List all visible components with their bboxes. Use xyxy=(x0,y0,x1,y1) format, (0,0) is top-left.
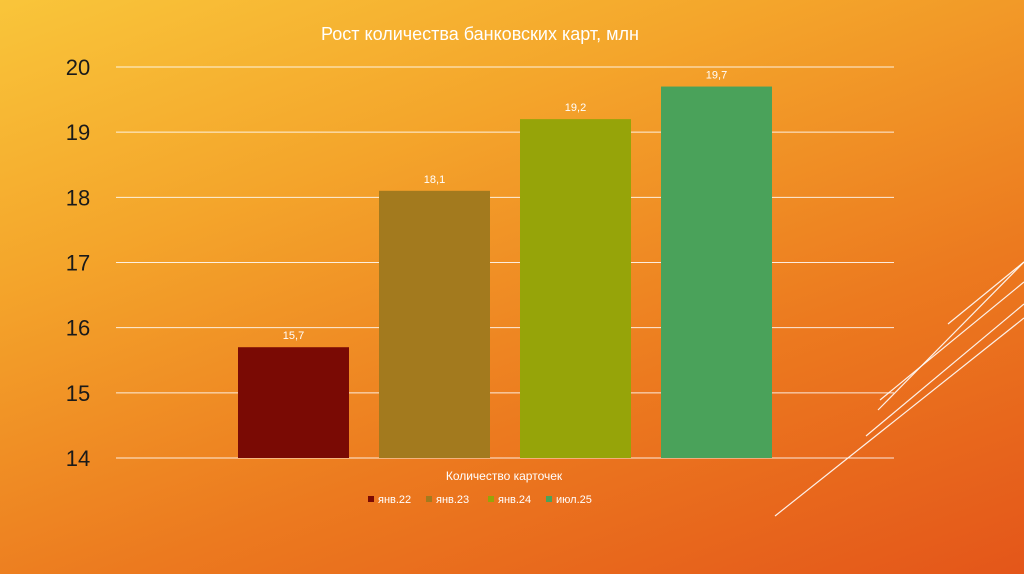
chart-title: Рост количества банковских карт, млн xyxy=(321,24,639,44)
legend: янв.22 янв.23 янв.24 июл.25 xyxy=(368,494,592,506)
data-labels: 15,7 18,1 19,2 19,7 xyxy=(283,70,727,343)
legend-swatch xyxy=(426,496,432,502)
data-label: 19,7 xyxy=(706,70,727,82)
y-tick-label: 19 xyxy=(66,120,90,145)
bar-янв.23 xyxy=(379,190,490,459)
legend-label: янв.23 xyxy=(436,494,469,506)
legend-swatch xyxy=(368,496,374,502)
legend-swatch xyxy=(488,496,494,502)
y-tick-label: 16 xyxy=(66,316,90,341)
legend-label: июл.25 xyxy=(556,494,592,506)
decorative-line xyxy=(879,281,1024,401)
decorative-lines xyxy=(774,261,1024,517)
y-tick-label: 17 xyxy=(66,251,90,276)
y-axis-ticks: 14 15 16 17 18 19 20 xyxy=(66,55,90,471)
y-tick-label: 15 xyxy=(66,381,90,406)
legend-label: янв.22 xyxy=(378,494,411,506)
legend-swatch xyxy=(546,496,552,502)
y-tick-label: 14 xyxy=(66,446,90,471)
decorative-line xyxy=(774,317,1024,517)
decorative-line xyxy=(865,303,1024,437)
data-label: 19,2 xyxy=(565,102,586,114)
data-label: 15,7 xyxy=(283,330,304,342)
bar-июл.25 xyxy=(661,86,772,459)
legend-label: янв.24 xyxy=(498,494,531,506)
y-tick-label: 18 xyxy=(66,185,90,210)
y-tick-label: 20 xyxy=(66,55,90,80)
x-axis-label: Количество карточек xyxy=(446,469,563,483)
bar-янв.22 xyxy=(238,347,349,458)
decorative-line xyxy=(947,261,1024,325)
data-label: 18,1 xyxy=(424,174,445,186)
bars xyxy=(238,86,772,459)
bar-янв.24 xyxy=(520,119,631,458)
gridlines xyxy=(116,66,894,459)
decorative-line xyxy=(877,261,1024,411)
